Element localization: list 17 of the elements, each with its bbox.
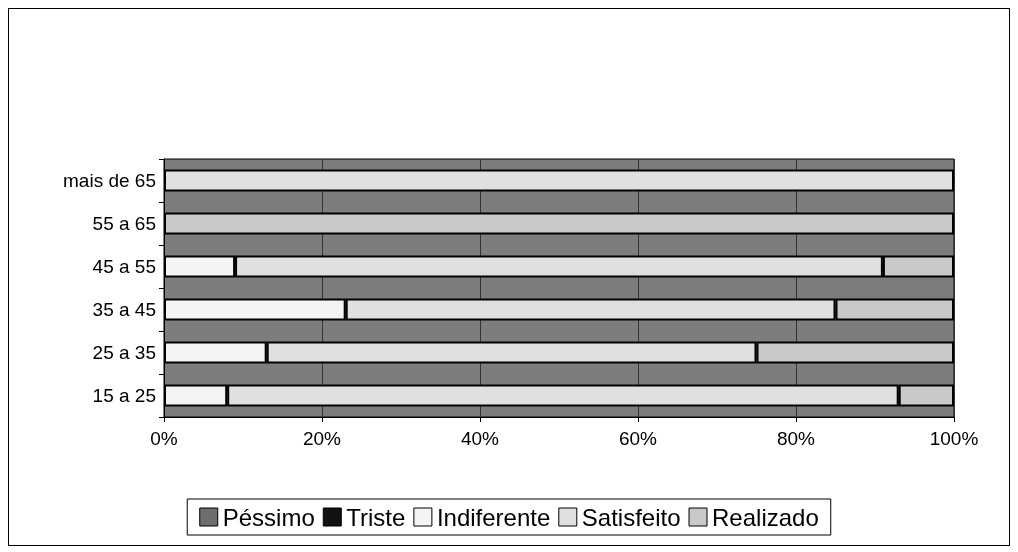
y-tick-label: 15 a 25 [92, 385, 156, 406]
y-tick-label: mais de 65 [63, 170, 156, 191]
y-tick-label: 25 a 35 [92, 342, 156, 363]
x-tick-label: 40% [460, 428, 500, 449]
legend-label: Indiferente [436, 503, 551, 531]
x-tick-label: 20% [302, 428, 342, 449]
x-tick-label: 0% [150, 428, 178, 449]
legend-label: Péssimo [222, 503, 315, 531]
y-tick-label: 55 a 65 [92, 213, 156, 234]
x-tick-label: 80% [776, 428, 816, 449]
legend-label: Triste [346, 503, 406, 531]
legend-label: Realizado [712, 503, 819, 531]
x-tick-label: 100% [929, 428, 979, 449]
x-tick-label: 60% [618, 428, 658, 449]
y-tick-label: 35 a 45 [92, 299, 156, 320]
y-tick-label: 45 a 55 [92, 256, 156, 277]
legend-label: Satisfeito [581, 503, 681, 531]
